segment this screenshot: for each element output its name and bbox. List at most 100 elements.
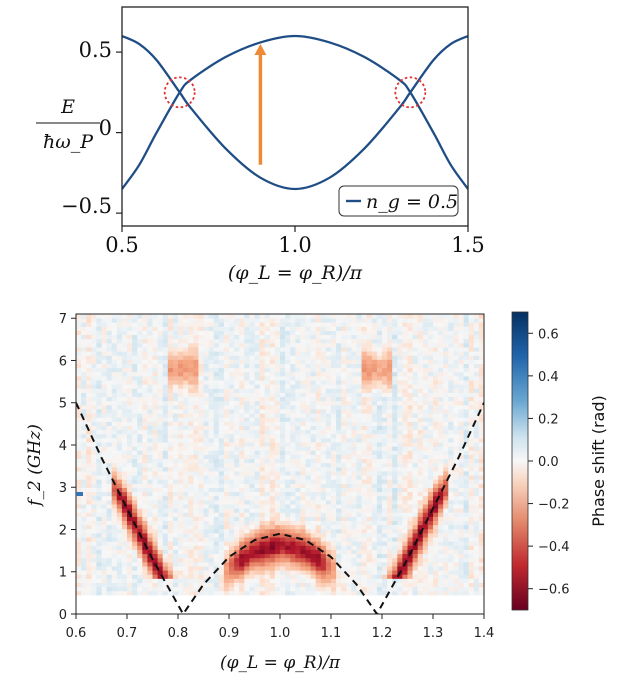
heatmap-cell [371, 553, 378, 559]
heatmap-cell [412, 404, 419, 410]
heatmap-cell [81, 520, 87, 526]
heatmap-cell [422, 355, 429, 360]
heatmap-cell [76, 508, 82, 513]
heatmap-cell [213, 561, 220, 567]
heatmap-cell [351, 533, 357, 538]
heatmap-cell [193, 437, 199, 443]
heatmap-cell [234, 384, 240, 389]
heatmap-cell [91, 355, 97, 360]
heatmap-cell [300, 512, 306, 517]
heatmap-cell [315, 479, 322, 484]
heatmap-cell [203, 417, 209, 422]
heatmap-cell [239, 475, 245, 480]
heatmap-cell [371, 359, 378, 364]
heatmap-cell [397, 495, 403, 501]
heatmap-cell [142, 425, 148, 431]
heatmap-cell [111, 541, 118, 546]
heatmap-cell [96, 524, 102, 530]
heatmap-cell [274, 566, 281, 571]
heatmap-cell [417, 516, 424, 522]
heatmap-cell [310, 351, 317, 356]
heatmap-cell [407, 553, 413, 559]
heatmap-cell [167, 475, 174, 480]
heatmap-cell [106, 574, 113, 579]
heatmap-cell [188, 495, 194, 501]
heatmap-cell [193, 561, 199, 567]
heatmap-cell [147, 487, 153, 493]
heatmap-cell [320, 314, 327, 319]
heatmap-cell [331, 582, 337, 588]
heatmap-cell [76, 396, 82, 402]
heatmap-cell [336, 380, 342, 385]
heatmap-cell [152, 380, 158, 385]
heatmap-cell [147, 586, 153, 592]
heatmap-cell [157, 330, 164, 336]
heatmap-cell [132, 541, 138, 546]
heatmap-cell [239, 429, 245, 435]
heatmap-cell [81, 537, 87, 542]
heatmap-cell [142, 524, 148, 530]
heatmap-cell [162, 355, 169, 360]
heatmap-cell [336, 442, 342, 447]
heatmap-cell [172, 384, 179, 389]
heatmap-cell [320, 446, 327, 451]
heatmap-cell [422, 359, 429, 364]
heatmap-cell [172, 545, 179, 550]
heatmap-cell [91, 590, 97, 596]
heatmap-cell [86, 450, 92, 455]
heatmap-cell [407, 450, 413, 455]
heatmap-cell [229, 586, 235, 592]
heatmap-cell [91, 326, 97, 331]
heatmap-cell [280, 429, 286, 435]
heatmap-cell [116, 504, 123, 509]
heatmap-cell [331, 561, 337, 567]
heatmap-cell [223, 466, 230, 472]
heatmap-cell [422, 322, 429, 327]
heatmap-cell [142, 582, 148, 588]
heatmap-cell [422, 384, 429, 389]
heatmap-cell [443, 537, 449, 542]
heatmap-cell [336, 318, 342, 323]
heatmap-cell [280, 413, 286, 418]
heatmap-cell [249, 421, 255, 426]
heatmap-cell [366, 314, 373, 319]
heatmap-cell [397, 545, 403, 550]
heatmap-cell [106, 524, 113, 530]
heatmap-cell [310, 359, 317, 364]
heatmap-cell [249, 347, 255, 352]
heatmap-cell [96, 516, 102, 522]
heatmap-cell [438, 437, 444, 443]
heatmap-cell [300, 442, 306, 447]
heatmap-cell [76, 466, 82, 472]
heatmap-cell [422, 512, 429, 517]
heatmap-cell [417, 413, 424, 418]
heatmap-cell [198, 429, 204, 435]
heatmap-cell [382, 471, 388, 476]
heatmap-cell [81, 549, 87, 555]
heatmap-cell [254, 553, 260, 559]
heatmap-cell [402, 433, 408, 439]
heatmap-cell [259, 322, 266, 327]
heatmap-cell [167, 520, 174, 526]
heatmap-cell [198, 578, 204, 583]
heatmap-cell [336, 396, 342, 402]
heatmap-cell [397, 508, 403, 513]
heatmap-cell [198, 462, 204, 468]
heatmap-cell [376, 375, 383, 381]
heatmap-cell [234, 392, 240, 398]
heatmap-cell [371, 367, 378, 373]
heatmap-cell [229, 326, 235, 331]
heatmap-cell [290, 495, 296, 501]
heatmap-cell [167, 334, 174, 340]
heatmap-cell [121, 375, 128, 381]
heatmap-cell [213, 314, 220, 319]
heatmap-cell [86, 495, 92, 501]
heatmap-cell [259, 404, 266, 410]
heatmap-cell [285, 437, 291, 443]
heatmap-cell [178, 417, 184, 422]
heatmap-cell [427, 520, 434, 526]
heatmap-cell [412, 533, 419, 538]
heatmap-cell [142, 384, 148, 389]
heatmap-cell [351, 400, 357, 406]
heatmap-cell [96, 582, 102, 588]
